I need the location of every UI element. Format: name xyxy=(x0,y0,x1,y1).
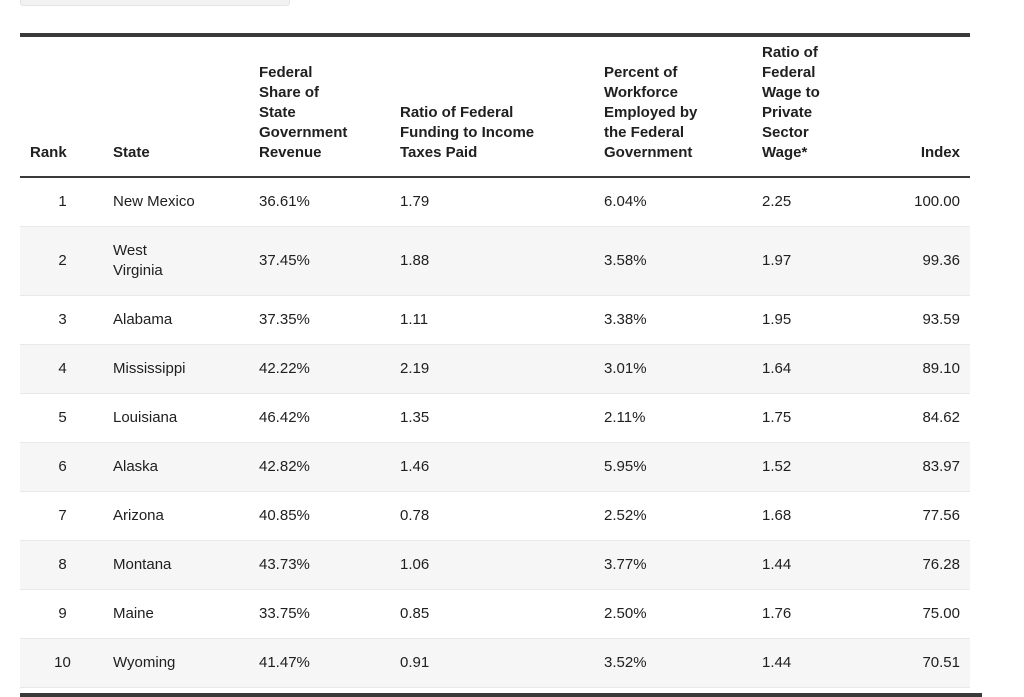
cell-fed_share: 37.45% xyxy=(251,226,392,296)
cell-pct_workforce: 3.38% xyxy=(596,295,754,345)
cell-ratio_wage: 2.25 xyxy=(754,177,862,227)
cell-state: Louisiana xyxy=(105,393,251,443)
cell-index: 84.62 xyxy=(862,393,970,443)
table-row: 5 Louisiana 46.42% 1.35 2.11% 1.75 84.62 xyxy=(20,393,970,443)
cell-fed_share: 37.35% xyxy=(251,295,392,345)
cell-state: Montana xyxy=(105,540,251,590)
table-row: 6 Alaska 42.82% 1.46 5.95% 1.52 83.97 xyxy=(20,442,970,492)
table-header: Rank State Federal Share of State Governme… xyxy=(20,35,970,178)
cell-ratio_funding: 1.06 xyxy=(392,540,596,590)
cell-index: 75.00 xyxy=(862,589,970,639)
cell-fed_share: 43.73% xyxy=(251,540,392,590)
cell-rank: 2 xyxy=(20,226,105,296)
table-row: 7 Arizona 40.85% 0.78 2.52% 1.68 77.56 xyxy=(20,491,970,541)
cell-pct_workforce: 6.04% xyxy=(596,177,754,227)
cell-state: Wyoming xyxy=(105,638,251,688)
table-row: 8 Montana 43.73% 1.06 3.77% 1.44 76.28 xyxy=(20,540,970,590)
cell-pct_workforce: 3.52% xyxy=(596,638,754,688)
table-row: 9 Maine 33.75% 0.85 2.50% 1.76 75.00 xyxy=(20,589,970,639)
table-header-row: Rank State Federal Share of State Governme… xyxy=(20,35,970,178)
table-row: 3 Alabama 37.35% 1.11 3.38% 1.95 93.59 xyxy=(20,295,970,345)
cell-pct_workforce: 2.52% xyxy=(596,491,754,541)
cell-pct_workforce: 2.11% xyxy=(596,393,754,443)
federal-dependency-table: Rank State Federal Share of State Governme… xyxy=(20,33,970,688)
column-header-ratio_wage: Ratio of Federal Wage to Private Sector … xyxy=(754,35,862,178)
cell-index: 77.56 xyxy=(862,491,970,541)
table-bottom-border xyxy=(20,693,982,697)
cell-ratio_wage: 1.95 xyxy=(754,295,862,345)
cropped-element-top xyxy=(20,0,290,6)
cell-state: Alaska xyxy=(105,442,251,492)
table-row: 4 Mississippi 42.22% 2.19 3.01% 1.64 89.10 xyxy=(20,344,970,394)
table-body: 1 New Mexico 36.61% 1.79 6.04% 2.25 100.00 2 Wes… xyxy=(20,177,970,688)
cell-ratio_funding: 1.35 xyxy=(392,393,596,443)
cell-pct_workforce: 3.01% xyxy=(596,344,754,394)
cell-ratio_funding: 1.79 xyxy=(392,177,596,227)
cell-ratio_wage: 1.44 xyxy=(754,638,862,688)
cell-rank: 8 xyxy=(20,540,105,590)
cell-fed_share: 46.42% xyxy=(251,393,392,443)
cell-fed_share: 42.82% xyxy=(251,442,392,492)
cell-rank: 4 xyxy=(20,344,105,394)
column-header-fed_share: Federal Share of State Government Revenu… xyxy=(251,35,392,178)
cell-ratio_wage: 1.76 xyxy=(754,589,862,639)
cell-ratio_wage: 1.75 xyxy=(754,393,862,443)
cell-rank: 9 xyxy=(20,589,105,639)
cell-fed_share: 36.61% xyxy=(251,177,392,227)
cell-ratio_funding: 0.91 xyxy=(392,638,596,688)
table-row: 10 Wyoming 41.47% 0.91 3.52% 1.44 70.51 xyxy=(20,638,970,688)
cell-rank: 6 xyxy=(20,442,105,492)
cell-fed_share: 41.47% xyxy=(251,638,392,688)
cell-state: West Virginia xyxy=(105,226,251,296)
table-row: 2 West Virginia 37.45% 1.88 3.58% 1.97 99.36 xyxy=(20,226,970,296)
cell-pct_workforce: 3.77% xyxy=(596,540,754,590)
cell-ratio_funding: 0.78 xyxy=(392,491,596,541)
cell-state: Maine xyxy=(105,589,251,639)
cell-ratio_wage: 1.44 xyxy=(754,540,862,590)
cell-ratio_wage: 1.52 xyxy=(754,442,862,492)
cell-index: 76.28 xyxy=(862,540,970,590)
cell-ratio_funding: 1.11 xyxy=(392,295,596,345)
cell-index: 100.00 xyxy=(862,177,970,227)
cell-pct_workforce: 5.95% xyxy=(596,442,754,492)
cell-ratio_funding: 1.46 xyxy=(392,442,596,492)
cell-fed_share: 33.75% xyxy=(251,589,392,639)
cell-ratio_wage: 1.68 xyxy=(754,491,862,541)
cell-ratio_wage: 1.64 xyxy=(754,344,862,394)
table-row: 1 New Mexico 36.61% 1.79 6.04% 2.25 100.00 xyxy=(20,177,970,227)
cell-fed_share: 42.22% xyxy=(251,344,392,394)
cell-fed_share: 40.85% xyxy=(251,491,392,541)
cell-ratio_funding: 2.19 xyxy=(392,344,596,394)
cell-rank: 1 xyxy=(20,177,105,227)
cell-index: 70.51 xyxy=(862,638,970,688)
cell-pct_workforce: 2.50% xyxy=(596,589,754,639)
cell-ratio_wage: 1.97 xyxy=(754,226,862,296)
cell-state: New Mexico xyxy=(105,177,251,227)
cell-index: 89.10 xyxy=(862,344,970,394)
cell-rank: 10 xyxy=(20,638,105,688)
cell-ratio_funding: 1.88 xyxy=(392,226,596,296)
cell-rank: 3 xyxy=(20,295,105,345)
cell-rank: 5 xyxy=(20,393,105,443)
cell-ratio_funding: 0.85 xyxy=(392,589,596,639)
cell-index: 83.97 xyxy=(862,442,970,492)
cell-state: Arizona xyxy=(105,491,251,541)
cell-index: 99.36 xyxy=(862,226,970,296)
cell-state: Alabama xyxy=(105,295,251,345)
column-header-ratio_funding: Ratio of Federal Funding to Income Taxes… xyxy=(392,35,596,178)
column-header-state: State xyxy=(105,35,251,178)
cell-pct_workforce: 3.58% xyxy=(596,226,754,296)
column-header-rank: Rank xyxy=(20,35,105,178)
column-header-index: Index xyxy=(862,35,970,178)
column-header-pct_workforce: Percent of Workforce Employed by the Fed… xyxy=(596,35,754,178)
cell-index: 93.59 xyxy=(862,295,970,345)
cell-state: Mississippi xyxy=(105,344,251,394)
cell-rank: 7 xyxy=(20,491,105,541)
federal-dependency-table-container: Rank State Federal Share of State Governme… xyxy=(20,33,970,688)
